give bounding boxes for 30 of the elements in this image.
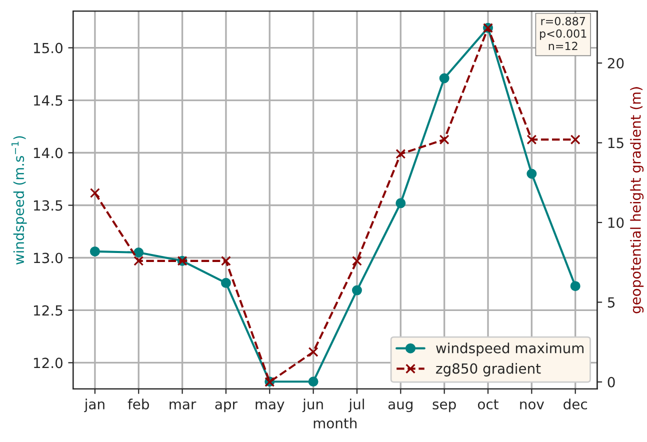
x-tick-label: mar [170, 401, 196, 410]
y-tick-label: 15.0 [34, 42, 62, 54]
x-axis-title: month [314, 418, 357, 428]
y-tick-label: 12.5 [34, 305, 62, 316]
y-axis-title: windspeed (m.s$^{−1}$) [11, 136, 27, 264]
y2-tick-label: 20 [608, 58, 624, 69]
y-tick-label: 13.0 [34, 252, 62, 264]
x-tick-label: nov [520, 401, 544, 410]
x-tick-label: jan [84, 398, 104, 412]
legend-label: zg850 gradient [436, 363, 541, 376]
x-tick-label: aug [388, 401, 412, 412]
y2-tick-label: 0 [608, 376, 615, 388]
x-tick-label: feb [128, 398, 149, 410]
y-tick-label: 14.5 [34, 95, 62, 106]
x-tick-label: jun [302, 398, 323, 412]
x-tick-label: jul [348, 398, 364, 412]
x-tick-label: oct [478, 399, 498, 410]
y-tick-label: 13.5 [34, 200, 62, 211]
x-tick-label: sep [432, 401, 456, 412]
y2-tick-label: 15 [608, 138, 624, 148]
y-tick-label: 14.0 [34, 148, 62, 158]
legend-label: windspeed maximum [436, 342, 584, 356]
x-tick-label: apr [215, 401, 238, 412]
y-tick-label: 12.0 [34, 358, 62, 368]
x-tick-label: dec [564, 398, 587, 410]
y2-tick-label: 5 [608, 297, 615, 308]
annotation: r=0.887 p<0.001 n=12 [540, 16, 586, 50]
y2-axis-title: geopotential height gradient (m) [630, 87, 644, 314]
x-tick-label: may [256, 401, 284, 412]
y2-tick-label: 10 [608, 217, 624, 228]
